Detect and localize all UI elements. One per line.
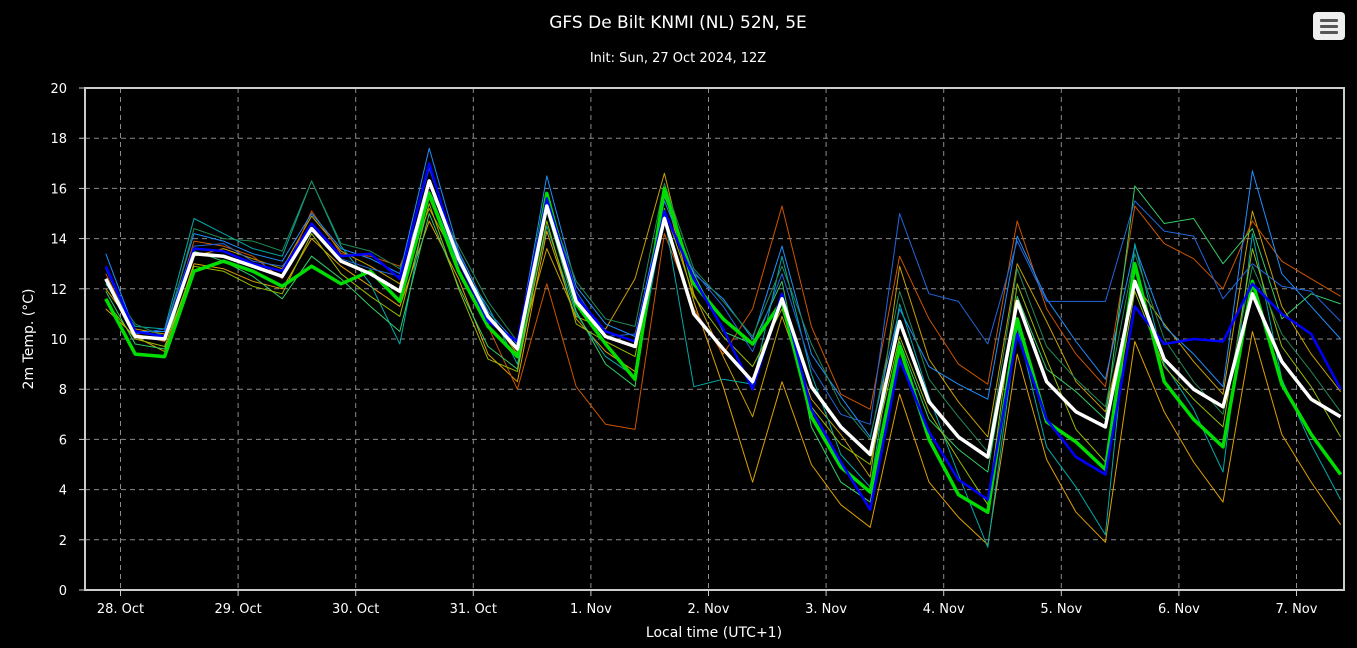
x-axis-label: Local time (UTC+1) (646, 625, 782, 641)
x-tick-label-0: 28. Oct (97, 602, 144, 617)
y-tick-label-5: 10 (50, 333, 67, 348)
series-line-3 (105, 190, 1342, 546)
x-tick-label-5: 2. Nov (688, 602, 730, 617)
chart-title: GFS De Bilt KNMI (NL) 52N, 5E (549, 13, 807, 33)
series-line-11 (105, 180, 1342, 453)
series-line-0 (104, 179, 1342, 459)
y-tick-label-9: 18 (50, 132, 67, 147)
x-tick-label-7: 4. Nov (923, 602, 965, 617)
x-tick-label-2: 30. Oct (332, 602, 379, 617)
y-tick-label-1: 2 (59, 534, 67, 549)
y-axis-ticks: 0 2 4 6 8 10 12 14 16 18 20 (50, 82, 85, 599)
series-line-10 (105, 203, 1342, 506)
x-axis-ticks: 28. Oct 29. Oct 30. Oct 31. Oct 1. Nov 2. Nov… (97, 590, 1318, 617)
y-tick-label-8: 16 (50, 182, 67, 197)
y-tick-label-6: 12 (50, 283, 67, 298)
x-tick-label-1: 29. Oct (214, 602, 261, 617)
series-line-2 (104, 186, 1343, 514)
series-line-1 (104, 162, 1342, 511)
x-tick-label-9: 6. Nov (1158, 602, 1200, 617)
x-tick-label-10: 7. Nov (1276, 602, 1318, 617)
x-tick-label-6: 3. Nov (805, 602, 847, 617)
x-tick-label-8: 5. Nov (1040, 602, 1082, 617)
chart-subtitle: Init: Sun, 27 Oct 2024, 12Z (590, 51, 766, 66)
x-tick-label-3: 31. Oct (450, 602, 497, 617)
y-tick-label-3: 6 (59, 433, 67, 448)
series-line-5 (105, 197, 1341, 430)
y-tick-label-2: 4 (59, 484, 67, 499)
y-axis-label: 2m Temp. (°C) (21, 289, 37, 390)
y-tick-label-4: 8 (59, 383, 67, 398)
hamburger-menu-icon[interactable] (1313, 12, 1345, 40)
series-layer (104, 147, 1343, 548)
y-tick-label-10: 20 (50, 82, 67, 97)
y-tick-label-7: 14 (50, 233, 67, 248)
grid (85, 88, 1344, 590)
y-tick-label-0: 0 (59, 584, 67, 599)
x-tick-label-4: 1. Nov (570, 602, 612, 617)
